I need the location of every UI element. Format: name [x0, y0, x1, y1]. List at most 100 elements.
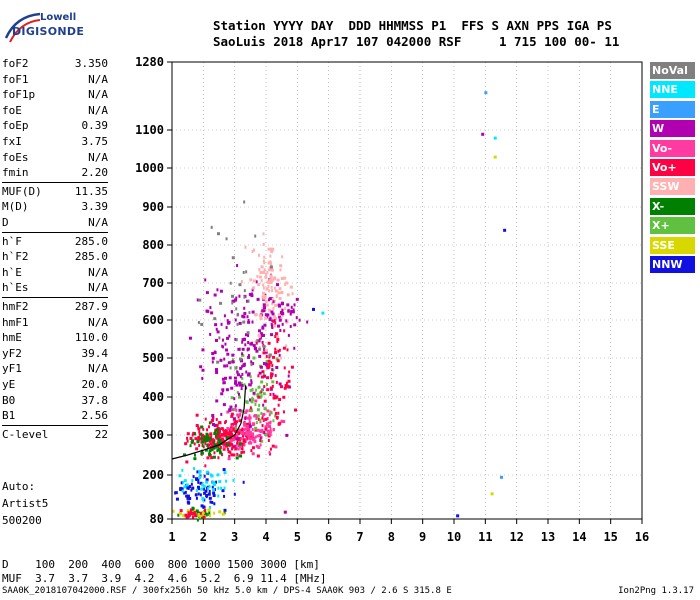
echo-point-x	[201, 451, 204, 455]
echo-point-ssw	[285, 344, 288, 348]
x-tick-label: 11	[478, 530, 492, 544]
echo-point-w	[249, 383, 252, 387]
echo-point-ssw	[278, 287, 282, 291]
y-tick-label: 400	[142, 390, 164, 404]
echo-point-w	[213, 293, 217, 297]
echo-point-vo	[194, 437, 198, 441]
echo-point-vo	[261, 416, 264, 420]
echo-point-nne	[220, 486, 223, 490]
echo-point-vo	[247, 436, 250, 440]
echo-point-w	[211, 415, 214, 419]
echo-point-nnw	[179, 488, 182, 492]
echo-point-ssw	[268, 278, 272, 282]
echo-point-ssw	[272, 315, 276, 319]
echo-point-ssw	[267, 308, 271, 312]
echo-point-w	[241, 364, 244, 368]
echo-point-ssw	[256, 274, 259, 278]
echo-point-w	[247, 320, 251, 324]
echo-point-w	[205, 309, 209, 313]
echo-point-w	[233, 397, 236, 401]
digisonde-logo: Lowell DIGISONDE	[2, 8, 84, 48]
echo-point-vo	[251, 446, 255, 450]
x-tick-label: 13	[541, 530, 555, 544]
echo-point-x	[256, 414, 260, 418]
echo-point-ssw	[258, 253, 261, 257]
echo-point-vo	[230, 423, 234, 427]
echo-point-nne	[178, 474, 182, 478]
echo-point-w	[262, 374, 266, 378]
echo-point-vo	[230, 412, 234, 416]
echo-point-vo	[269, 452, 272, 456]
param-value: 2.56	[81, 409, 109, 423]
legend-item: NNW	[650, 255, 695, 273]
echo-point-ssw	[272, 323, 276, 327]
echo-point-isolated	[456, 514, 460, 518]
echo-point-w	[279, 328, 282, 332]
echo-point-ssw	[259, 270, 262, 274]
echo-point-vo	[256, 434, 259, 438]
echo-point-vo	[257, 395, 261, 399]
echo-point-vo	[257, 374, 260, 378]
echo-point-vo	[204, 417, 207, 421]
echo-point-x	[200, 425, 204, 429]
echo-point-nnw	[180, 481, 183, 485]
echo-point-vo	[248, 416, 252, 420]
echo-point-vo	[210, 456, 214, 460]
echo-point-noval	[258, 347, 262, 351]
echo-point-vo	[230, 427, 233, 431]
param-name: foF1	[2, 72, 29, 86]
echo-point-vo	[210, 442, 213, 446]
echo-point-ssw	[268, 268, 272, 272]
echo-point-noval	[238, 357, 242, 361]
param-name: fxI	[2, 135, 22, 148]
echo-point-noval	[268, 353, 272, 357]
echo-point-vo	[211, 444, 214, 448]
echo-point-isolated	[312, 307, 315, 311]
echo-point-x	[256, 408, 260, 412]
echo-point-ssw	[266, 270, 269, 274]
echo-point-w	[221, 377, 225, 381]
echo-point-w	[210, 311, 214, 315]
echo-point-w	[255, 349, 259, 353]
echo-point-w	[293, 346, 296, 350]
echo-point-vo	[241, 442, 245, 446]
echo-point-vo	[265, 422, 269, 426]
echo-point-noval	[230, 294, 234, 298]
echo-point-vo	[226, 432, 230, 436]
echo-point-w	[250, 379, 253, 383]
artist-label: Artist5	[2, 497, 49, 510]
echo-point-ssw	[264, 275, 268, 279]
echo-point-vo	[267, 431, 270, 435]
echo-point-w	[281, 302, 284, 306]
echo-point-vo	[236, 413, 240, 417]
echo-point-vo	[251, 452, 255, 456]
echo-point-vo	[184, 513, 188, 517]
echo-point-x	[254, 426, 258, 430]
echo-point-x	[204, 448, 208, 452]
echo-point-vo	[248, 420, 251, 424]
echo-point-nne	[218, 480, 222, 484]
echo-point-vo	[261, 424, 264, 428]
echo-point-nne	[217, 486, 220, 490]
echo-point-ssw	[254, 340, 257, 344]
param-name: M(D)	[2, 200, 29, 214]
param-row: foF1 N/A	[2, 72, 108, 88]
echo-point-vo	[237, 454, 240, 458]
echo-point-nnw	[190, 482, 193, 486]
echo-point-nne	[209, 505, 212, 509]
echo-point-vo	[230, 433, 234, 437]
echo-point-ssw	[270, 281, 273, 285]
echo-point-w	[247, 353, 250, 357]
echo-point-w	[226, 321, 230, 325]
echo-point-w	[262, 303, 266, 307]
echo-point-x	[257, 385, 261, 389]
y-tick-label: 900	[142, 200, 164, 214]
echo-point-x	[266, 383, 269, 387]
echo-point-w	[247, 340, 250, 344]
echo-point-vo	[191, 515, 194, 519]
echo-point-vo	[266, 409, 270, 413]
echo-point-x	[226, 443, 230, 447]
echo-point-vo	[266, 388, 270, 392]
echo-point-ssw	[283, 276, 287, 280]
echo-point-vo	[278, 421, 282, 425]
